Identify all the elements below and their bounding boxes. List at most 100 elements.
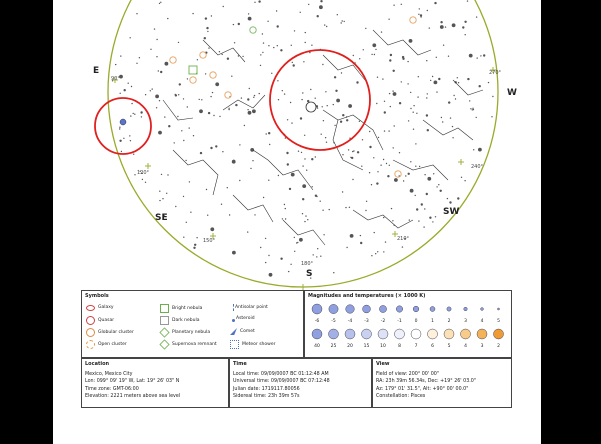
star	[177, 41, 180, 44]
star	[306, 169, 308, 171]
magnitude-label: -4	[348, 318, 353, 324]
magnitude-label: 3	[464, 318, 467, 324]
symbol-legend-item: Supernova remnant	[159, 339, 217, 350]
star	[265, 133, 267, 135]
star	[416, 112, 418, 115]
star	[240, 97, 243, 99]
magnitude-swatch	[328, 304, 339, 314]
bright-nebula-icon	[160, 304, 169, 313]
star	[175, 205, 177, 208]
star	[316, 107, 319, 109]
star	[280, 49, 283, 52]
star	[201, 99, 203, 101]
star	[156, 38, 158, 41]
star	[203, 37, 206, 40]
star	[383, 216, 385, 219]
star	[182, 195, 185, 198]
temperature-swatch	[443, 328, 455, 340]
symbol-legend-item: Asteroid	[230, 316, 255, 322]
star	[360, 241, 363, 245]
star	[320, 0, 323, 3]
star	[409, 188, 414, 193]
star	[196, 59, 199, 61]
star	[469, 100, 471, 102]
star	[438, 184, 440, 186]
star	[226, 57, 230, 60]
star	[413, 105, 415, 107]
star	[286, 163, 289, 166]
temperature-label: 20	[347, 343, 353, 349]
star	[316, 256, 318, 258]
star	[222, 5, 224, 8]
star	[166, 192, 168, 194]
star	[384, 241, 387, 243]
star	[361, 139, 364, 141]
constellation-line	[162, 99, 194, 121]
star	[219, 115, 221, 118]
star	[261, 33, 264, 35]
star	[207, 30, 209, 33]
star	[400, 81, 402, 83]
star	[383, 111, 386, 114]
star	[119, 92, 121, 95]
temperature-swatch	[328, 328, 339, 340]
star	[284, 137, 287, 139]
star	[283, 203, 286, 206]
star	[302, 198, 305, 201]
degree-label-150: 150°	[203, 238, 216, 244]
star	[454, 98, 457, 100]
star	[228, 107, 230, 110]
star	[299, 117, 303, 120]
symbol-legend-label: Antisolar point	[235, 305, 268, 310]
location-title: Location	[85, 361, 110, 367]
magnitude-swatch	[311, 303, 323, 315]
star	[426, 60, 428, 62]
horizon-circle	[107, 0, 499, 288]
temperature-swatch	[344, 328, 356, 340]
star	[177, 115, 179, 118]
planet-marker	[119, 118, 127, 126]
star	[407, 83, 409, 85]
star	[210, 146, 213, 150]
star	[392, 220, 394, 222]
star	[158, 2, 161, 5]
star	[353, 150, 355, 152]
star	[476, 57, 478, 59]
star	[207, 214, 209, 216]
star	[372, 43, 377, 48]
star	[373, 231, 375, 234]
star	[468, 53, 473, 58]
star	[408, 219, 410, 221]
star	[347, 149, 350, 151]
star	[346, 246, 348, 249]
star	[193, 246, 196, 249]
symbol-legend-label: Bright nebula	[172, 306, 203, 311]
star	[322, 120, 325, 122]
temperature-label: 8	[398, 343, 401, 349]
star	[336, 14, 338, 16]
star	[247, 13, 250, 15]
magnitude-swatch	[480, 307, 484, 311]
star	[491, 116, 493, 118]
star	[427, 176, 432, 181]
magnitude-label: 1	[431, 318, 434, 324]
star	[314, 97, 316, 99]
star	[302, 184, 307, 189]
star	[237, 22, 240, 26]
star	[304, 134, 306, 136]
magnitude-label: -2	[381, 318, 386, 324]
symbol-legend-item: Comet	[230, 328, 255, 335]
star	[308, 3, 310, 6]
symbol-legend-label: Dark nebula	[172, 318, 200, 323]
star	[237, 55, 240, 57]
star	[425, 114, 429, 117]
star	[325, 91, 327, 93]
symbol-legend-label: Globular cluster	[98, 330, 134, 335]
star	[380, 164, 382, 166]
star	[268, 132, 271, 135]
star	[141, 178, 144, 181]
symbol-legend-item: Bright nebula	[160, 304, 202, 313]
star	[168, 125, 171, 128]
star	[370, 184, 373, 186]
star	[205, 188, 208, 191]
